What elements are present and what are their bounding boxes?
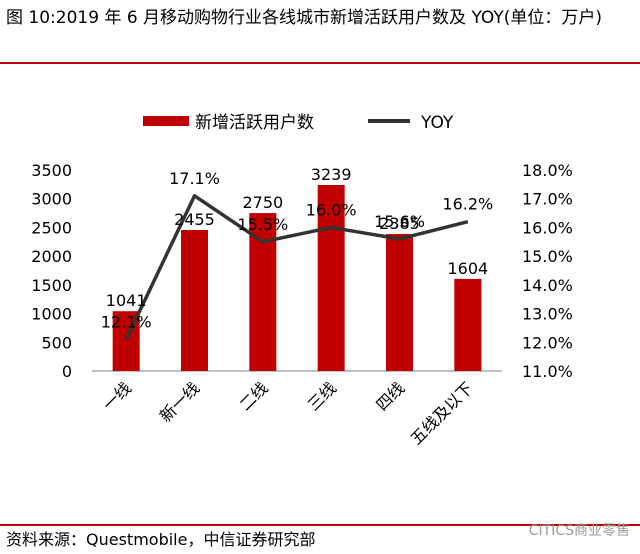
y-right-tick-label: 17.0%: [522, 190, 573, 209]
y-left-tick-label: 3000: [31, 190, 72, 209]
y-left-tick-label: 2000: [31, 247, 72, 266]
x-tick-label: 三线: [304, 378, 340, 414]
yoy-value-label: 12.1%: [101, 312, 152, 331]
bar: [181, 230, 208, 371]
bar-value-label: 2455: [174, 210, 215, 229]
y-right-tick-label: 12.0%: [522, 333, 573, 352]
y-right-tick-label: 16.0%: [522, 218, 573, 237]
bar-value-label: 1041: [106, 291, 147, 310]
chart-title: 图 10:2019 年 6 月移动购物行业各线城市新增活跃用户数及 YOY(单位…: [6, 8, 603, 28]
watermark: CITICS商业零售: [528, 523, 630, 539]
legend-label-line: YOY: [420, 113, 454, 133]
legend-swatch-bar: [143, 116, 189, 126]
x-tick-label: 一线: [99, 378, 135, 414]
y-left-tick-label: 0: [62, 362, 72, 381]
y-right-tick-label: 14.0%: [522, 276, 573, 295]
bar-value-label: 1604: [447, 259, 488, 278]
yoy-value-label: 16.0%: [306, 200, 357, 219]
x-tick-label: 四线: [372, 378, 408, 414]
x-tick-label: 二线: [236, 378, 272, 414]
yoy-value-label: 16.2%: [442, 195, 493, 214]
combo-chart: 新增活跃用户数 YOY 0 500 1000 1500 2000 2500 3000 3500…: [31, 113, 573, 448]
y-left-tick-label: 1500: [31, 276, 72, 295]
title-divider: [0, 62, 640, 64]
data-labels: 1041 2455 2750 3239 2385 1604 12.1% 17.1% 15.5% 1…: [101, 165, 493, 331]
y-right-tick-label: 18.0%: [522, 161, 573, 180]
legend: 新增活跃用户数 YOY: [143, 113, 454, 133]
yoy-line: [124, 194, 469, 341]
yoy-line-path: [124, 194, 469, 341]
y-left-tick-label: 3500: [31, 161, 72, 180]
yoy-value-label: 17.1%: [169, 169, 220, 188]
y-right-tick-label: 15.0%: [522, 247, 573, 266]
y-left-tick-label: 500: [41, 333, 72, 352]
bars: [112, 184, 482, 371]
source-note: 资料来源：Questmobile，中信证券研究部: [6, 530, 316, 549]
footer-divider: [0, 524, 640, 526]
y-right-tick-label: 13.0%: [522, 305, 573, 324]
yoy-value-label: 15.6%: [374, 212, 425, 231]
bar: [317, 184, 345, 371]
x-tick-label: 新一线: [156, 378, 203, 425]
y-left-tick-label: 1000: [31, 305, 72, 324]
bar: [454, 278, 482, 371]
bar-value-label: 3239: [311, 165, 352, 184]
legend-label-bar: 新增活跃用户数: [195, 113, 314, 133]
yoy-value-label: 15.5%: [237, 215, 288, 234]
bar-value-label: 2385: [379, 214, 420, 233]
y-right-tick-label: 11.0%: [522, 362, 573, 381]
bar-value-label: 2750: [242, 193, 283, 212]
y-left-tick-label: 2500: [31, 218, 72, 237]
x-tick-label: 五线及以下: [407, 378, 477, 448]
bar: [386, 234, 413, 371]
